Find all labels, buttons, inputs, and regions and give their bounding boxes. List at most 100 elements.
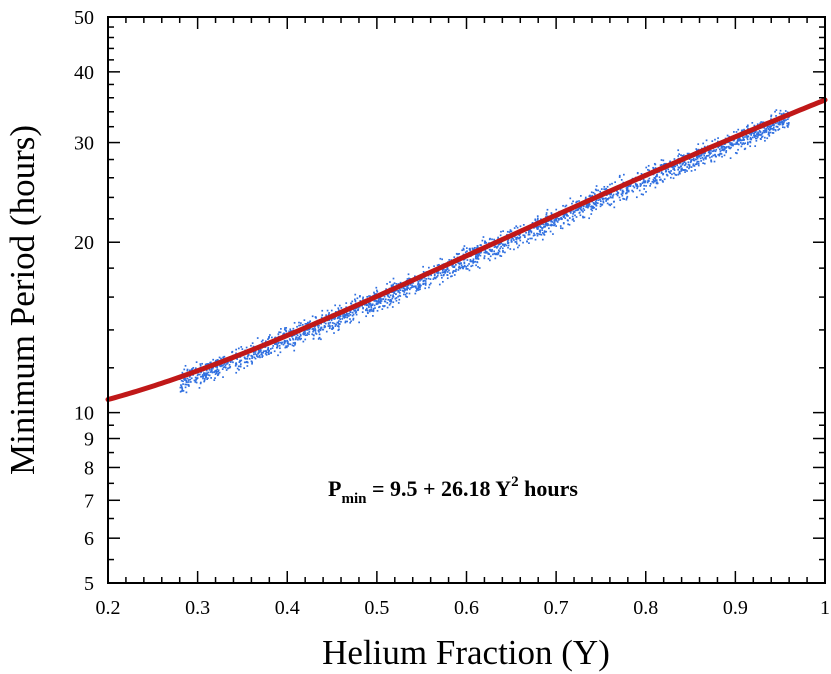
scatter-point [513,235,516,238]
scatter-point [344,320,347,323]
scatter-point [705,139,708,142]
scatter-point [781,120,783,123]
scatter-point [600,188,603,190]
scatter-point [567,215,569,217]
scatter-point [280,328,282,330]
scatter-point [595,202,598,204]
scatter-point [225,369,228,371]
scatter-point [507,244,510,247]
scatter-point [365,304,368,307]
scatter-point [761,132,764,135]
scatter-point [203,372,205,375]
scatter-point [568,217,571,219]
scatter-point [770,118,772,121]
scatter-point [746,143,749,146]
scatter-point [677,166,680,169]
scatter-point [753,136,756,138]
scatter-point [687,163,690,166]
scatter-point [218,364,221,367]
scatter-point [478,253,480,256]
scatter-point [388,303,391,306]
scatter-point [719,152,722,155]
scatter-point [576,200,578,203]
scatter-point [626,188,629,191]
scatter-point [345,312,348,315]
scatter-point [469,259,472,261]
scatter-point [669,172,672,174]
scatter-point [545,222,548,224]
scatter-point [686,170,688,172]
scatter-point [770,115,772,118]
scatter-point [398,292,401,294]
scatter-point [190,377,193,380]
scatter-point [183,368,186,371]
scatter-point [292,338,295,341]
annotation-suffix: hours [519,476,579,501]
scatter-point [725,151,727,154]
scatter-point [268,353,270,356]
scatter-point [224,364,227,367]
scatter-point [435,276,438,278]
scatter-point [646,181,649,184]
scatter-point [478,267,481,269]
scatter-point [716,140,719,143]
scatter-point [292,337,294,340]
scatter-point [502,250,504,252]
scatter-point [254,357,257,360]
scatter-point [216,366,218,368]
scatter-point [469,260,472,263]
axis-ticks [107,16,826,584]
scatter-point [587,203,590,205]
scatter-point [625,192,627,195]
scatter-point [214,377,216,380]
scatter-point [349,314,352,316]
scatter-point [769,126,771,128]
scatter-point [376,309,379,312]
scatter-point [575,209,577,212]
scatter-point [712,150,715,152]
scatter-point [625,197,628,200]
scatter-point [746,138,749,141]
scatter-point [285,346,288,349]
scatter-point [202,377,204,380]
scatter-point [485,251,488,254]
scatter-point [416,287,418,290]
scatter-point [453,256,456,259]
scatter-point [757,132,760,135]
scatter-point [463,262,466,265]
scatter-point [280,342,283,345]
scatter-point [246,355,249,358]
scatter-point [778,122,781,125]
scatter-point [494,257,497,260]
scatter-point [528,242,530,244]
scatter-point [765,127,767,130]
scatter-point [251,361,254,364]
scatter-point [702,162,704,165]
scatter-point [406,287,409,289]
scatter-point [552,233,554,235]
scatter-point [468,263,470,265]
scatter-point [475,257,477,260]
scatter-point [411,286,413,289]
scatter-point [549,230,552,233]
scatter-point [721,149,723,152]
scatter-point [471,248,474,250]
scatter-point [460,266,462,269]
scatter-point [458,262,461,265]
scatter-point [318,328,321,331]
scatter-point [780,113,783,116]
scatter-point [391,306,394,308]
scatter-point [533,232,535,235]
scatter-point [579,195,582,197]
scatter-point [350,302,352,305]
scatter-point [345,313,347,316]
scatter-point [753,134,755,137]
scatter-point [740,145,743,148]
scatter-point [622,197,624,200]
scatter-point [406,278,409,280]
scatter-point [583,216,586,219]
scatter-point [220,357,222,360]
scatter-point [301,323,304,326]
scatter-point [320,322,322,325]
scatter-point [576,209,578,212]
